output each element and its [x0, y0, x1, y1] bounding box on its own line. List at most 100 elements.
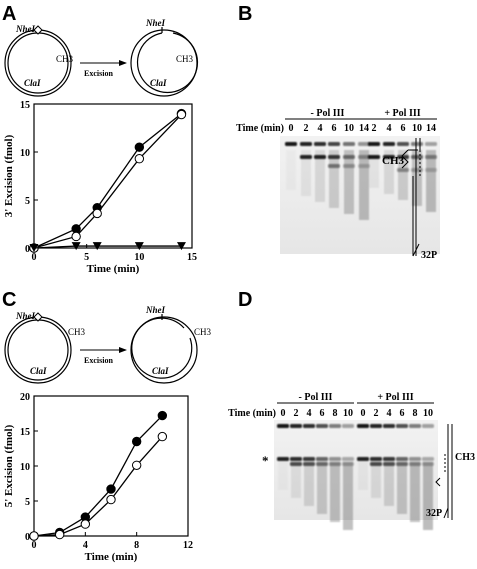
panel-b-lane-time: 4	[318, 123, 323, 134]
panel-b-band	[425, 155, 437, 159]
panel-a-letter: A	[2, 3, 16, 25]
panel-b-lane-time: 10	[344, 123, 354, 134]
panel-b-band	[358, 142, 370, 146]
panel-a-series-2-point	[71, 242, 81, 251]
panel-d-lane-smear	[304, 462, 314, 506]
panel-c-ytick-label: 10	[20, 462, 30, 473]
panel-d-lane-smear	[330, 462, 340, 522]
panel-b-lane-smear	[369, 150, 379, 188]
panel-d-lane-time: 4	[307, 408, 312, 419]
panel-c-series-0-point	[157, 410, 168, 421]
panel-c-series-0-line	[33, 415, 163, 537]
panel-d-lane-time: 4	[387, 408, 392, 419]
panel-d-band	[422, 457, 434, 461]
panel-c-series-0-point	[131, 436, 142, 447]
panel-d-band	[396, 457, 408, 461]
panel-a-site-cla-2: ClaI	[150, 78, 167, 88]
panel-c-series-1-point	[54, 529, 65, 540]
panel-b-lane-smear	[384, 150, 394, 194]
panel-b-lane-time: 4	[387, 123, 392, 134]
panel-d-lane-time: 8	[413, 408, 418, 419]
panel-b-band	[358, 164, 370, 168]
panel-d-lane	[370, 424, 382, 498]
panel-b-band	[411, 168, 423, 172]
panel-d-star: *	[262, 453, 269, 468]
panel-d-lane	[396, 424, 408, 514]
panel-d-band	[383, 462, 395, 466]
panel-c-chart: 0 4 8 12 0 5 10 15 20 5' Excision (fmol) Time (m…	[3, 392, 193, 563]
panel-d-band	[329, 462, 341, 466]
panel-d-letter: D	[238, 289, 252, 311]
panel-b-band	[411, 142, 423, 146]
panel-d-band	[409, 462, 421, 466]
panel-d-lane	[316, 424, 328, 514]
panel-d-lane	[422, 424, 434, 530]
panel-a-plasmid-before: NheI CH3 ClaI	[4, 24, 74, 97]
panel-d-lane	[409, 424, 421, 522]
panel-b-band	[425, 168, 437, 172]
panel-b-lane	[425, 142, 437, 212]
panel-c-series-1-point	[106, 494, 116, 505]
panel-a-series-2-point	[29, 244, 39, 252]
panel-a-site-nhe-2: NheI	[145, 18, 165, 28]
panel-d-lane-smear	[371, 462, 381, 498]
panel-d-band	[422, 424, 434, 428]
panel-a-ylabel: 3' Excision (fmol)	[3, 134, 15, 217]
panel-c-ytick-label: 20	[20, 392, 30, 403]
panel-b-lane-smear	[286, 150, 296, 190]
panel-b-band	[397, 168, 409, 172]
panel-d-band	[329, 424, 341, 428]
panel-d-lane-smear	[397, 462, 407, 514]
panel-d-strand-schematic: CH3 32P	[426, 424, 475, 520]
panel-d-lane-smear	[358, 462, 368, 490]
panel-d-lane-time: 10	[423, 408, 433, 419]
panel-b-band	[343, 142, 355, 146]
panel-d-band	[277, 457, 289, 461]
panel-d-lane-smear	[291, 462, 301, 498]
panel-d-time-label: Time (min)	[228, 408, 276, 419]
panel-a-plasmid-after: NheI CH3 ClaI	[130, 18, 199, 97]
panel-b-lane-time: 2	[304, 123, 309, 134]
panel-a-series-2-point	[176, 242, 186, 251]
panel-c-series-1-point	[157, 431, 168, 442]
panel-d-band	[342, 424, 354, 428]
panel-c-series	[29, 410, 168, 541]
panel-c-plasmid-before: NheI CH3 ClaI	[4, 311, 86, 384]
panel-a-xtick-label: 0	[32, 252, 37, 263]
panel-d-band	[290, 457, 302, 461]
panel-b-lane-smear	[398, 150, 408, 200]
panel-b-band	[343, 164, 355, 168]
panel-a-xtick-label: 15	[187, 252, 197, 263]
panel-d-band	[383, 424, 395, 428]
panel-c-mod-1: CH3	[68, 327, 86, 337]
panel-b-band	[328, 164, 340, 168]
panel-d-lane-time: 2	[374, 408, 379, 419]
panel-d-lane	[303, 424, 315, 506]
panel-a-plot-frame	[33, 103, 193, 249]
panel-d-mod-label: CH3	[455, 452, 475, 463]
panel-a-ytick-label: 15	[20, 100, 30, 111]
panel-d-lane	[342, 424, 354, 530]
panel-d-band	[357, 457, 369, 461]
panel-a-mod-2: CH3	[176, 54, 194, 64]
panel-b-lane-smear	[412, 150, 422, 206]
panel-a-chart: 0 5 10 15 0 5 10 15 3' Excision (fmol) Time (mi…	[3, 100, 197, 275]
panel-b-lane-smear	[329, 150, 339, 208]
panel-b-lane	[397, 142, 409, 200]
panel-b-band	[328, 142, 340, 146]
panel-b-lane-smear	[301, 150, 311, 196]
panel-b-lane	[358, 142, 370, 220]
panel-a-series-1-line	[33, 114, 182, 249]
panel-b-time-label: Time (min)	[236, 123, 284, 134]
panel-b-band	[343, 155, 355, 159]
panel-a-arrow-label: Excision	[84, 69, 113, 78]
panel-d-band	[396, 424, 408, 428]
panel-b-lane	[368, 142, 380, 188]
panel-d-band	[277, 424, 289, 428]
panel-c-xtick-label: 12	[183, 540, 193, 551]
panel-d-band	[303, 424, 315, 428]
